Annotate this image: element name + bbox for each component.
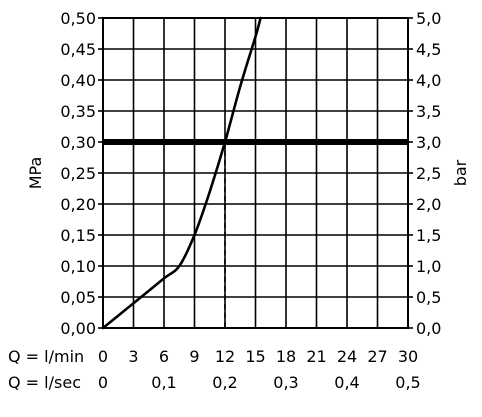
y-right-tick-label: 2,5 bbox=[416, 164, 441, 183]
y-left-tick-label: 0,45 bbox=[60, 40, 96, 59]
y-left-tick-label: 0,35 bbox=[60, 102, 96, 121]
x-lmin-tick-label: 18 bbox=[276, 347, 296, 366]
plot-border bbox=[102, 17, 409, 329]
y-right-tick-label: 4,5 bbox=[416, 40, 441, 59]
y-left-tick-label: 0,50 bbox=[60, 9, 96, 28]
reference-lines bbox=[103, 139, 408, 328]
x-lsec-tick-label: 0 bbox=[98, 373, 108, 392]
x-lsec-tick-label: 0,4 bbox=[334, 373, 359, 392]
x-lsec-tick-label: 0,1 bbox=[151, 373, 176, 392]
series bbox=[101, 16, 262, 330]
y-left-axis-title: MPa bbox=[26, 157, 45, 190]
x-lmin-tick-label: 12 bbox=[215, 347, 235, 366]
y-right-tick-label: 3,5 bbox=[416, 102, 441, 121]
grid bbox=[102, 17, 409, 329]
x-lmin-tick-label: 27 bbox=[367, 347, 387, 366]
y-left-tick-label: 0,20 bbox=[60, 195, 96, 214]
series-line-1 bbox=[101, 16, 262, 330]
y-right-tick-label: 1,5 bbox=[416, 226, 441, 245]
y-right-tick-label: 2,0 bbox=[416, 195, 441, 214]
y-left-tick-label: 0,25 bbox=[60, 164, 96, 183]
x-lmin-tick-label: 6 bbox=[159, 347, 169, 366]
x-lmin-tick-label: 0 bbox=[98, 347, 108, 366]
y-left-tick-label: 0,15 bbox=[60, 226, 96, 245]
x-lmin-tick-label: 24 bbox=[337, 347, 357, 366]
y-right-tick-label: 4,0 bbox=[416, 71, 441, 90]
y-left-tick-label: 0,00 bbox=[60, 319, 96, 338]
x-lsec-tick-label: 0,5 bbox=[395, 373, 420, 392]
plot-frame bbox=[98, 17, 413, 329]
x-lmin-tick-label: 9 bbox=[189, 347, 199, 366]
y-right-tick-label: 5,0 bbox=[416, 9, 441, 28]
y-right-axis-title: bar bbox=[451, 159, 470, 186]
x-lsec-tick-label: 0,2 bbox=[212, 373, 237, 392]
y-right-tick-label: 1,0 bbox=[416, 257, 441, 276]
y-left-tick-label: 0,30 bbox=[60, 133, 96, 152]
y-left-tick-label: 0,40 bbox=[60, 71, 96, 90]
x-lmin-tick-label: 30 bbox=[398, 347, 418, 366]
labels: 0,000,050,100,150,200,250,300,350,400,45… bbox=[8, 9, 470, 392]
x-lmin-tick-label: 3 bbox=[128, 347, 138, 366]
y-right-tick-label: 0,5 bbox=[416, 288, 441, 307]
x-lsec-tick-label: 0,3 bbox=[273, 373, 298, 392]
y-right-tick-label: 3,0 bbox=[416, 133, 441, 152]
x-lmin-axis-title: Q = l/min bbox=[8, 347, 84, 366]
x-lmin-tick-label: 15 bbox=[245, 347, 265, 366]
y-left-tick-label: 0,05 bbox=[60, 288, 96, 307]
y-right-tick-label: 0,0 bbox=[416, 319, 441, 338]
x-lsec-axis-title: Q = l/sec bbox=[8, 373, 81, 392]
x-lmin-tick-label: 21 bbox=[306, 347, 326, 366]
y-left-tick-label: 0,10 bbox=[60, 257, 96, 276]
